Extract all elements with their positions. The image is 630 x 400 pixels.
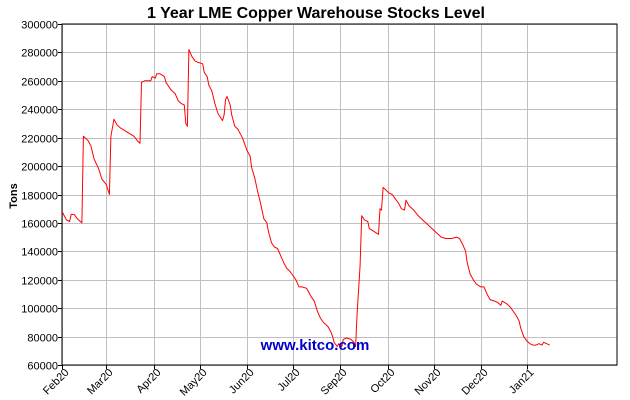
y-tick-label: 120000 — [21, 276, 58, 288]
y-tick-label: 260000 — [21, 77, 58, 89]
y-tick-label: 140000 — [21, 247, 58, 259]
y-tick-label: 200000 — [21, 162, 58, 174]
y-tick-label: 220000 — [21, 134, 58, 146]
y-axis-label: Tons — [8, 183, 20, 208]
y-tick-label: 300000 — [21, 20, 58, 32]
y-tick-label: 160000 — [21, 219, 58, 231]
y-tick-label: 180000 — [21, 191, 58, 203]
plot-area-frame — [61, 23, 618, 366]
grid — [62, 24, 617, 366]
series-layer — [61, 49, 550, 347]
chart-title: 1 Year LME Copper Warehouse Stocks Level — [147, 5, 485, 22]
y-tick-label: 280000 — [21, 48, 58, 60]
y-tick-label: 80000 — [27, 333, 58, 345]
watermark: www.kitco.com — [260, 337, 370, 354]
y-tick-label: 100000 — [21, 304, 58, 316]
y-tick-label: 240000 — [21, 105, 58, 117]
y-axis-ticks: 60000 80000 100000 120000 140000 160000 180000… — [21, 20, 62, 373]
series-line — [61, 49, 550, 347]
y-tick-label: 60000 — [27, 361, 58, 373]
